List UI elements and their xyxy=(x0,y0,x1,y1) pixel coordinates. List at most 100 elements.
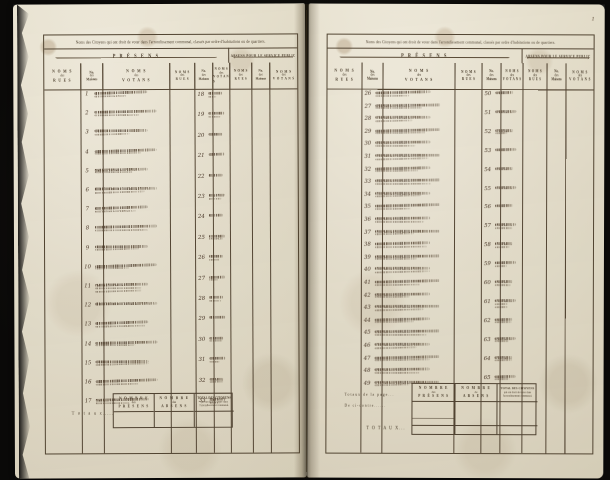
table-row[interactable]: 58 xyxy=(481,242,520,249)
table-row[interactable]: 59 xyxy=(481,260,520,268)
table-row[interactable]: 42 xyxy=(361,292,452,299)
entry-name-script xyxy=(207,91,227,99)
table-row[interactable]: 56 xyxy=(481,204,520,211)
table-row[interactable]: 12 xyxy=(81,301,168,309)
brace-decoration xyxy=(55,57,217,63)
table-row[interactable]: 53 xyxy=(481,147,520,154)
entry-number: 56 xyxy=(484,204,492,211)
col-head-line3: V O T A N S xyxy=(502,76,522,82)
table-row[interactable]: 41 xyxy=(361,279,452,287)
totals-subtext: qui ont droit de voter dans l'arrondisse… xyxy=(199,400,229,408)
table-row[interactable]: 57 xyxy=(481,223,520,230)
table-row[interactable]: 43 xyxy=(361,305,452,312)
table-row[interactable]: 32 xyxy=(361,165,452,173)
handwriting-stroke xyxy=(208,91,223,95)
entry-name-script xyxy=(494,280,520,287)
table-row[interactable]: 6 xyxy=(81,186,168,194)
table-row[interactable]: 14 xyxy=(81,340,168,348)
table-row[interactable]: 8 xyxy=(81,224,168,232)
table-row[interactable]: 23 xyxy=(195,193,228,201)
table-row[interactable]: 11 xyxy=(81,282,168,293)
entry-number: 63 xyxy=(483,336,491,343)
table-row[interactable]: 62 xyxy=(481,317,520,325)
table-row[interactable]: 63 xyxy=(481,337,520,344)
table-row[interactable]: 7 xyxy=(81,205,168,213)
table-row[interactable]: 28 xyxy=(195,295,228,303)
entry-number: 54 xyxy=(484,166,492,173)
table-row[interactable]: 15 xyxy=(82,359,169,367)
table-row[interactable]: 65 xyxy=(481,374,520,382)
table-row[interactable]: 38 xyxy=(361,241,452,249)
right-page-table: Noms des Citoyens qui ont droit de voter… xyxy=(325,33,595,455)
col-head-line3: Maisons xyxy=(366,76,379,82)
table-row[interactable]: 44 xyxy=(361,316,452,324)
entry-name-script xyxy=(494,374,520,382)
group-header-absent-right: ABSENS POUR LE SERVICE PUBLIC xyxy=(523,48,594,63)
totals-row-label: De ci-contre...... xyxy=(344,403,386,408)
totals-line3: P R É S E N S xyxy=(118,404,150,410)
table-row[interactable]: 64 xyxy=(481,356,520,363)
table-row[interactable]: 37 xyxy=(361,229,452,236)
table-row[interactable]: 45 xyxy=(361,329,452,337)
table-row[interactable]: 32 xyxy=(196,377,229,384)
table-row[interactable]: 28 xyxy=(361,116,452,123)
table-row[interactable]: 24 xyxy=(195,213,228,220)
table-row[interactable]: 35 xyxy=(361,203,452,211)
col-head-rues-2: N O M S des R U E S xyxy=(169,62,195,89)
table-row[interactable]: 46 xyxy=(361,343,452,350)
table-row[interactable]: 31 xyxy=(196,356,229,364)
entry-number: 26 xyxy=(364,90,372,97)
entry-name-script xyxy=(94,301,168,306)
table-row[interactable]: 26 xyxy=(195,255,228,262)
table-row[interactable]: 1 xyxy=(80,90,167,98)
table-row[interactable]: 61 xyxy=(481,299,520,309)
table-row[interactable]: 16 xyxy=(82,378,169,386)
handwriting-stroke xyxy=(374,304,441,308)
table-row[interactable]: 40 xyxy=(361,267,452,274)
table-row[interactable]: 10 xyxy=(81,262,168,271)
entry-number: 33 xyxy=(364,178,372,185)
table-row[interactable]: 48 xyxy=(361,367,452,375)
table-row[interactable]: 52 xyxy=(481,129,520,136)
table-row[interactable]: 31 xyxy=(361,154,452,161)
entry-name-script xyxy=(209,356,229,364)
table-row[interactable]: 22 xyxy=(195,173,228,180)
col-head-maisons-2: No. des Maisons xyxy=(194,62,213,89)
entry-number: 3 xyxy=(85,129,89,136)
handwriting-stroke xyxy=(375,194,422,198)
table-row[interactable]: 30 xyxy=(361,140,452,148)
table-row[interactable]: 47 xyxy=(361,354,452,362)
table-row[interactable]: 4 xyxy=(81,147,168,156)
table-row[interactable]: 19 xyxy=(194,111,227,119)
table-row[interactable]: 39 xyxy=(361,254,452,261)
table-row[interactable]: 2 xyxy=(80,109,167,117)
col-head-line3: V O T A N S xyxy=(569,76,591,82)
table-row[interactable]: 18 xyxy=(194,91,227,99)
table-row[interactable]: 50 xyxy=(481,90,520,97)
table-row[interactable]: 26 xyxy=(361,90,452,98)
entry-number: 52 xyxy=(484,128,492,135)
table-row[interactable]: 29 xyxy=(195,316,228,322)
table-row[interactable]: 60 xyxy=(481,280,520,287)
table-row[interactable]: 21 xyxy=(195,152,228,159)
table-row[interactable]: 20 xyxy=(195,132,228,139)
table-row[interactable]: 33 xyxy=(361,178,452,186)
entry-name-script xyxy=(374,279,452,287)
entry-number: 8 xyxy=(85,225,90,232)
table-row[interactable]: 3 xyxy=(81,129,168,136)
group-header-present-left: P R É S E N S xyxy=(44,47,230,64)
table-row[interactable]: 55 xyxy=(481,185,520,192)
table-row[interactable]: 13 xyxy=(81,320,168,328)
table-row[interactable]: 5 xyxy=(81,167,168,175)
table-row[interactable]: 30 xyxy=(195,336,228,343)
table-row[interactable]: 9 xyxy=(81,244,168,252)
table-row[interactable]: 36 xyxy=(361,216,452,224)
table-row[interactable]: 29 xyxy=(361,127,452,135)
table-row[interactable]: 54 xyxy=(481,167,520,173)
table-row[interactable]: 25 xyxy=(195,234,228,242)
table-row[interactable]: 34 xyxy=(361,191,452,198)
table-row[interactable]: 51 xyxy=(481,110,520,116)
table-row[interactable]: 27 xyxy=(195,275,228,282)
table-row[interactable]: 27 xyxy=(361,102,452,110)
entry-number: 35 xyxy=(364,204,372,211)
